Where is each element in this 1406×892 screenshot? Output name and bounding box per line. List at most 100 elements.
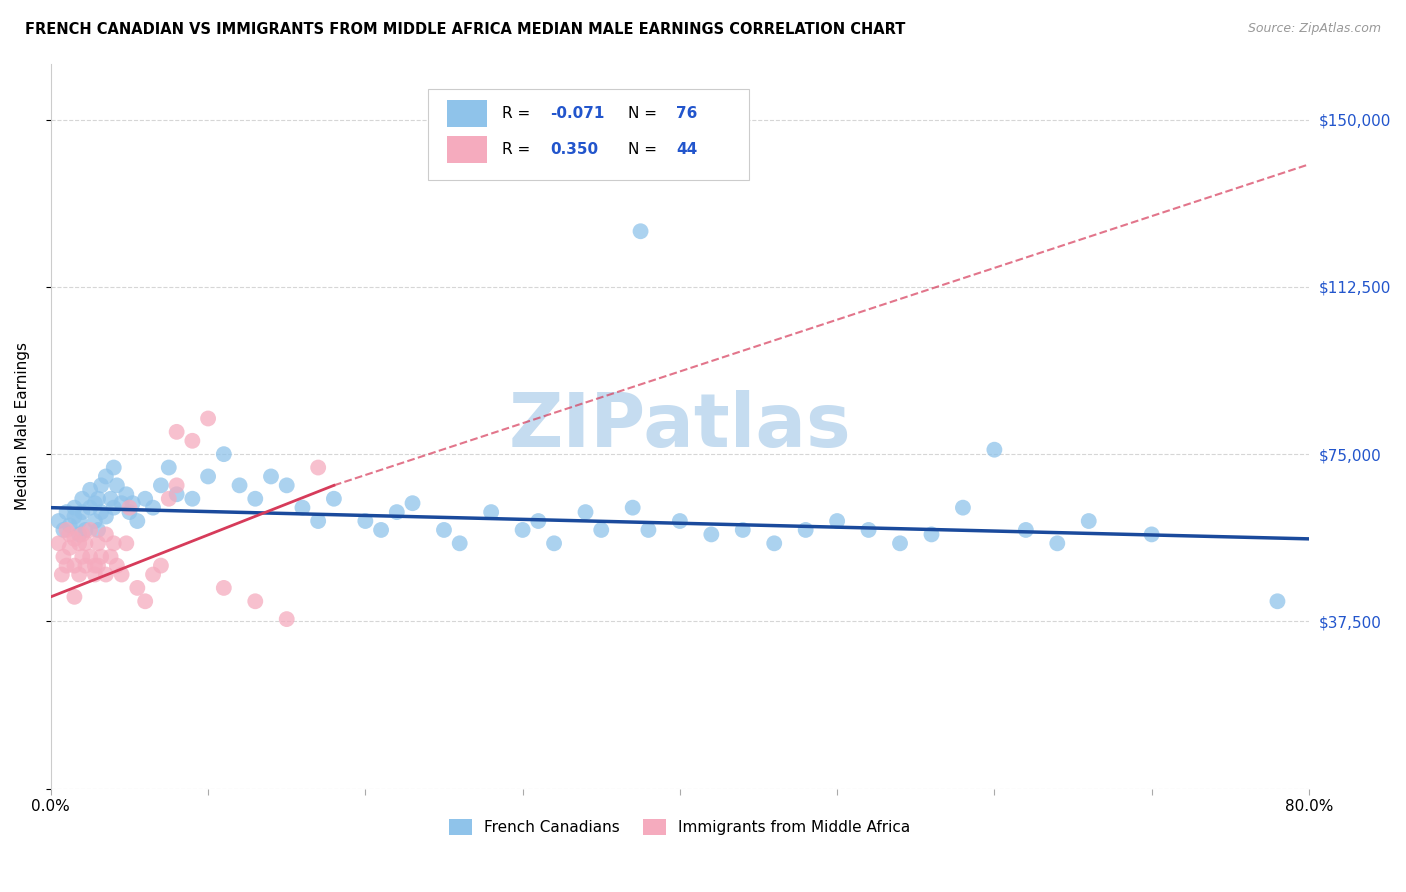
Point xyxy=(307,514,329,528)
Point xyxy=(103,500,125,515)
Text: 0.350: 0.350 xyxy=(550,142,599,157)
Point xyxy=(245,491,267,506)
Point xyxy=(72,549,94,564)
Point xyxy=(322,491,344,506)
Point xyxy=(127,581,149,595)
Point xyxy=(90,505,112,519)
Point xyxy=(72,505,94,519)
Point xyxy=(94,567,117,582)
Point xyxy=(228,478,250,492)
Point xyxy=(67,514,90,528)
Point xyxy=(889,536,911,550)
Point xyxy=(763,536,786,550)
Point xyxy=(59,541,82,555)
Point xyxy=(83,567,105,582)
Text: N =: N = xyxy=(628,142,662,157)
Point xyxy=(157,491,180,506)
Point xyxy=(79,483,101,497)
FancyBboxPatch shape xyxy=(447,136,488,163)
Point xyxy=(166,487,188,501)
Point xyxy=(134,491,156,506)
Y-axis label: Median Male Earnings: Median Male Earnings xyxy=(15,343,30,510)
Point xyxy=(63,558,86,573)
Point xyxy=(118,500,141,515)
Point xyxy=(260,469,283,483)
Point xyxy=(921,527,943,541)
Point xyxy=(1267,594,1289,608)
Point xyxy=(63,532,86,546)
Point xyxy=(67,536,90,550)
Point xyxy=(157,460,180,475)
Point xyxy=(307,460,329,475)
Point xyxy=(94,527,117,541)
Point xyxy=(637,523,659,537)
Point xyxy=(621,500,644,515)
Point xyxy=(52,549,75,564)
Text: Source: ZipAtlas.com: Source: ZipAtlas.com xyxy=(1247,22,1381,36)
Point xyxy=(67,527,90,541)
Point xyxy=(212,581,235,595)
Point xyxy=(952,500,974,515)
Point xyxy=(197,469,219,483)
Point xyxy=(48,536,70,550)
Point xyxy=(134,594,156,608)
Point xyxy=(87,536,110,550)
Point xyxy=(55,523,77,537)
Point xyxy=(276,478,298,492)
Point xyxy=(794,523,817,537)
Point xyxy=(245,594,267,608)
Point xyxy=(87,523,110,537)
Point xyxy=(142,500,165,515)
Point xyxy=(83,496,105,510)
Point xyxy=(512,523,534,537)
Point xyxy=(543,536,565,550)
Point xyxy=(700,527,723,541)
Point xyxy=(630,224,652,238)
Point xyxy=(63,500,86,515)
Point xyxy=(983,442,1005,457)
Point xyxy=(1015,523,1038,537)
Point xyxy=(100,549,122,564)
Point xyxy=(75,536,97,550)
Point xyxy=(479,505,502,519)
Point xyxy=(858,523,880,537)
Point xyxy=(370,523,392,537)
FancyBboxPatch shape xyxy=(447,100,488,127)
Point xyxy=(87,491,110,506)
Point xyxy=(1140,527,1163,541)
Point xyxy=(118,505,141,519)
Text: N =: N = xyxy=(628,106,662,120)
Point xyxy=(212,447,235,461)
Point xyxy=(79,523,101,537)
Point xyxy=(51,567,73,582)
Text: FRENCH CANADIAN VS IMMIGRANTS FROM MIDDLE AFRICA MEDIAN MALE EARNINGS CORRELATIO: FRENCH CANADIAN VS IMMIGRANTS FROM MIDDL… xyxy=(25,22,905,37)
Point xyxy=(90,478,112,492)
Point xyxy=(83,514,105,528)
Point xyxy=(574,505,596,519)
Point xyxy=(354,514,377,528)
Point xyxy=(149,478,172,492)
Point xyxy=(59,518,82,533)
Text: R =: R = xyxy=(502,106,536,120)
Point xyxy=(115,487,138,501)
Point xyxy=(433,523,456,537)
Point xyxy=(75,523,97,537)
Point xyxy=(72,491,94,506)
Point xyxy=(142,567,165,582)
Point xyxy=(100,491,122,506)
Point xyxy=(527,514,550,528)
Point xyxy=(166,478,188,492)
Point xyxy=(52,523,75,537)
Text: 44: 44 xyxy=(676,142,697,157)
Point xyxy=(87,558,110,573)
Point xyxy=(181,491,204,506)
Point xyxy=(149,558,172,573)
Point xyxy=(115,536,138,550)
Point xyxy=(110,496,132,510)
Point xyxy=(55,505,77,519)
Point xyxy=(731,523,754,537)
Point xyxy=(75,558,97,573)
Point xyxy=(103,460,125,475)
Point xyxy=(1077,514,1099,528)
Point xyxy=(449,536,471,550)
